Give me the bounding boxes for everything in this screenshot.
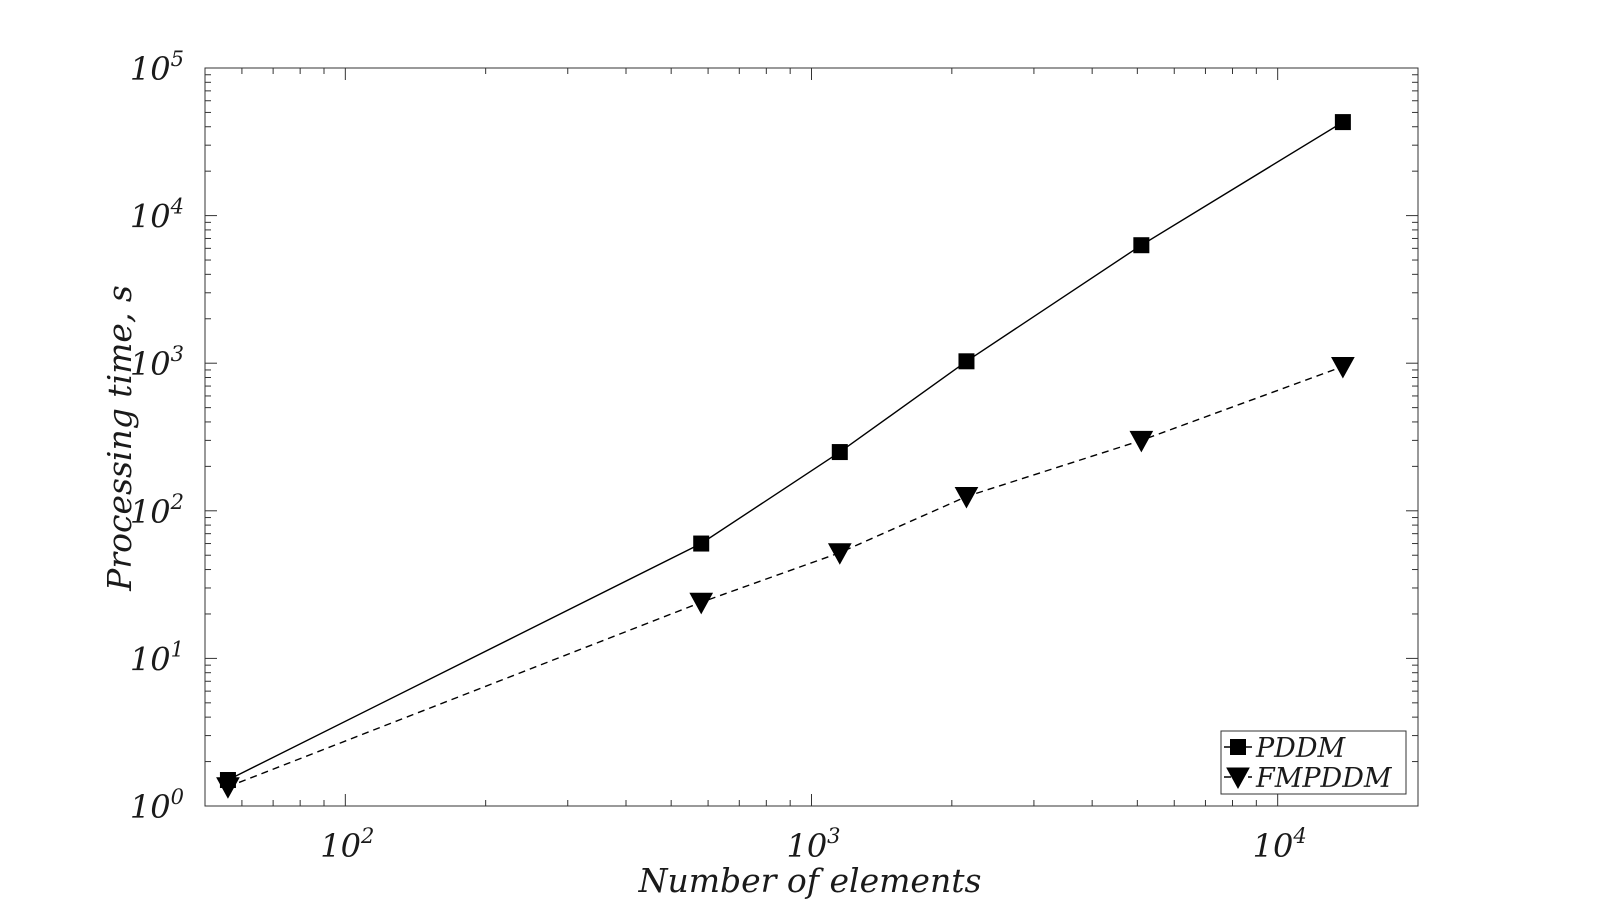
y-tick-label: 102 [130,490,184,531]
y-tick-label: 101 [130,637,184,678]
y-tick-label: 103 [130,342,184,383]
tick-labels: 102 103 104 100 101 102 103 104 105 [130,47,1307,865]
legend-item-fmpddm: FMPDDM [1224,763,1393,794]
minor-ticks [204,68,1419,806]
series-line-fmpddm [227,365,1344,788]
y-axis-label: Processing time, s [100,285,139,592]
series-layer [216,114,1355,799]
legend-box [1220,730,1407,795]
data-point-fmpddm [827,543,852,565]
x-tick-label: 102 [320,824,374,865]
y-tick-label: 100 [130,785,184,826]
data-point-fmpddm [1129,430,1154,453]
data-point-pddm [1334,114,1351,131]
legend-item-pddm: PDDM [1224,733,1346,764]
x-tick-label: 104 [1253,824,1307,865]
data-point-fmpddm [1331,356,1355,379]
legend-marker-fmpddm [1226,767,1250,790]
series-line-pddm [227,121,1344,781]
data-point-pddm [831,444,848,461]
data-point-fmpddm [954,486,979,509]
legend-label-fmpddm: FMPDDM [1255,763,1393,794]
data-point-pddm [1133,237,1150,254]
plot-area-frame [204,67,1419,807]
series-fmpddm [216,356,1355,799]
data-point-fmpddm [216,777,240,799]
data-point-pddm [693,535,710,552]
x-axis-label: Number of elements [638,861,982,900]
legend-marker-pddm [1230,739,1246,755]
y-tick-label: 105 [130,47,184,88]
legend-label-pddm: PDDM [1255,733,1346,764]
x-tick-label: 103 [786,824,840,865]
y-tick-label: 104 [130,195,184,236]
data-point-fmpddm [689,592,714,615]
data-point-pddm [958,353,975,370]
